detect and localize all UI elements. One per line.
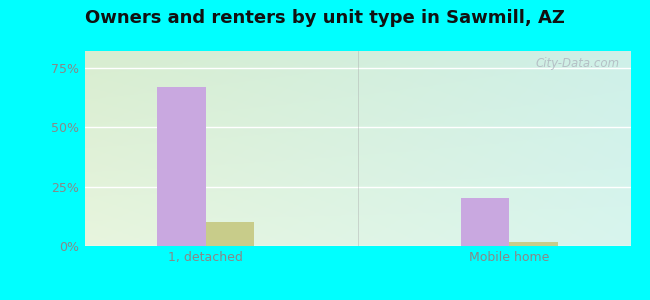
- Bar: [461, 198, 509, 246]
- Text: Owners and renters by unit type in Sawmill, AZ: Owners and renters by unit type in Sawmi…: [85, 9, 565, 27]
- Bar: [509, 242, 558, 246]
- Bar: [157, 87, 206, 246]
- Bar: [206, 222, 254, 246]
- Text: City-Data.com: City-Data.com: [536, 57, 619, 70]
